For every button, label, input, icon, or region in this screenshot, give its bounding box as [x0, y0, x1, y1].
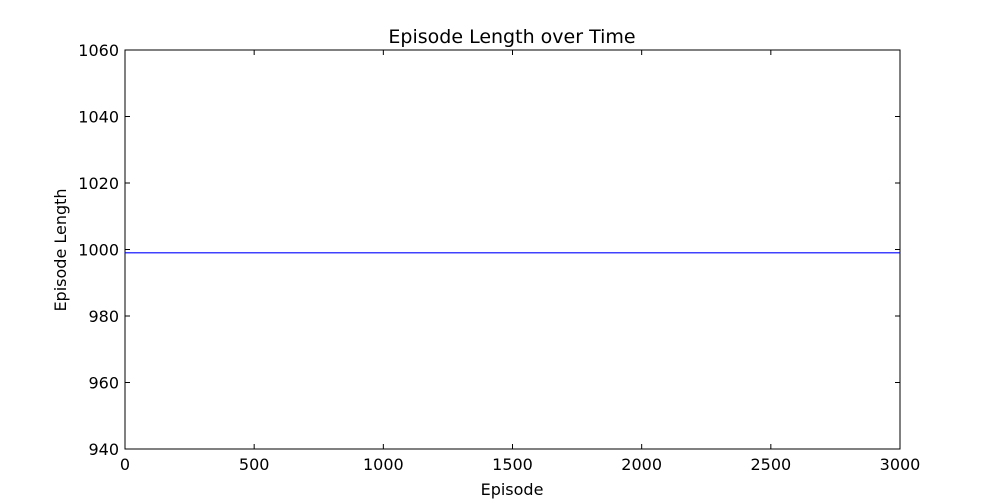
x-tick-label: 1000	[363, 455, 404, 474]
x-tick-label: 0	[120, 455, 130, 474]
chart-title: Episode Length over Time	[388, 26, 635, 48]
y-tick-label: 940	[88, 440, 119, 459]
x-tick-label: 2500	[750, 455, 791, 474]
y-axis: 940 960 980 1000 1020 1040 1060	[78, 41, 900, 459]
plot-frame	[124, 49, 901, 450]
plot-area	[124, 49, 901, 450]
x-tick-label: 2000	[621, 455, 662, 474]
x-tick-label: 1500	[492, 455, 533, 474]
y-tick-label: 1000	[78, 241, 119, 260]
x-axis-label: Episode	[481, 480, 544, 499]
x-tick-label: 3000	[880, 455, 921, 474]
x-tick-label: 500	[239, 455, 270, 474]
y-tick-label: 960	[88, 374, 119, 393]
x-axis: 0 500 1000 1500 2000 2500 3000	[120, 50, 920, 474]
y-tick-label: 1060	[78, 41, 119, 60]
y-axis-label: Episode Length	[51, 188, 70, 311]
y-tick-label: 1040	[78, 108, 119, 127]
y-tick-label: 980	[88, 307, 119, 326]
y-tick-label: 1020	[78, 174, 119, 193]
